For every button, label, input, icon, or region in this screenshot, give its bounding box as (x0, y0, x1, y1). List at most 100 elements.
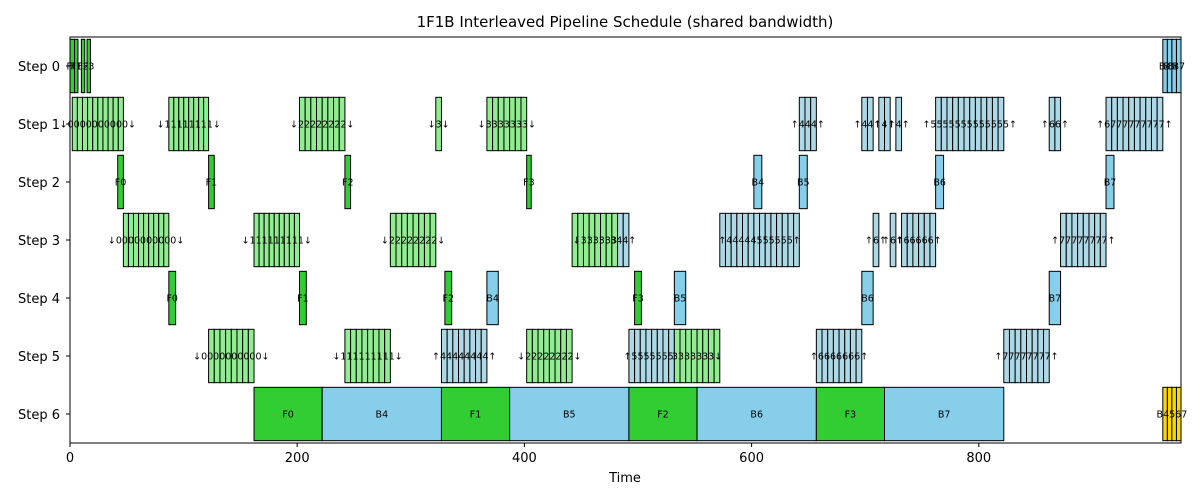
task-label: F3 (632, 294, 644, 305)
task-label: F3 (83, 62, 95, 73)
task-label: ↓22222222↓ (517, 352, 581, 363)
task-label: ↓0000000000↓ (108, 236, 184, 247)
task-forward-54: F0 (253, 386, 323, 442)
task-backward-27: B7 (1104, 154, 1116, 210)
task-label: ↑44444444↑ (432, 352, 496, 363)
task-label: F3 (845, 410, 857, 421)
task-label: B4 (1159, 62, 1172, 73)
task-bar (1043, 328, 1050, 384)
task-bar (1105, 154, 1115, 210)
task-bar (884, 96, 891, 152)
task-label: F2 (443, 294, 455, 305)
task-label: F1 (206, 178, 218, 189)
task-label: F1 (70, 62, 82, 73)
task-label: ↓22222222↓ (381, 236, 445, 247)
task-label: ↓3↓ (428, 120, 450, 131)
task-forward-1: F1 (70, 38, 82, 94)
task-label: ↑6↑ (882, 236, 904, 247)
task-label: B6 (933, 178, 946, 189)
task-label: B5 (797, 178, 810, 189)
task-label: F2 (77, 62, 89, 73)
task-label: B7 (1049, 294, 1062, 305)
task-bar (753, 154, 763, 210)
task-backward-26: B6 (933, 154, 946, 210)
task-bar (168, 270, 177, 326)
task-label: B7 (938, 410, 951, 421)
task-label: ↑44444555555↑ (718, 236, 800, 247)
task-bar (634, 270, 642, 326)
task-label: B5 (563, 410, 576, 421)
task-send_backward-35: ↑6↑ (882, 212, 904, 268)
task-send_backward-36: ↑66666↑ (896, 212, 942, 268)
y-tick-label: Step 5 (18, 350, 60, 365)
task-bar (344, 154, 352, 210)
task-bar (526, 154, 532, 210)
task-send_forward-28: ↓0000000000↓ (108, 212, 184, 268)
task-bar (929, 212, 937, 268)
task-send_backward-48: ↑44444444↑ (432, 328, 496, 384)
task-label: ↑77777777↑ (1051, 236, 1115, 247)
task-label: B4 (376, 410, 389, 421)
task-send_forward-51: 3333333↓ (672, 328, 722, 384)
task-forward-21: F1 (206, 154, 218, 210)
task-send_backward-32: 344↑ (610, 212, 636, 268)
task-label: ↑5555555555555↑ (922, 120, 1017, 131)
y-tick-label: Step 3 (18, 234, 60, 249)
task-send_backward-34: ↑6↑ (865, 212, 887, 268)
task-bar (509, 386, 630, 442)
task-bar (444, 270, 453, 326)
task-send_backward-16: ↑4↑ (888, 96, 910, 152)
task-bar (298, 270, 307, 326)
task-forward-38: F0 (166, 270, 178, 326)
task-bar (696, 386, 817, 442)
task-send_backward-17: ↑5555555555555↑ (922, 96, 1017, 152)
x-axis-label: Time (608, 471, 641, 486)
task-backward-55: B4 (321, 386, 442, 442)
task-bar (855, 328, 863, 384)
task-forward-39: F1 (297, 270, 309, 326)
task-bar (74, 38, 79, 94)
task-send_forward-49: ↓22222222↓ (517, 328, 582, 384)
task-label: B6 (750, 410, 763, 421)
y-tick-label: Step 4 (18, 292, 60, 307)
task-backward-43: B5 (674, 270, 686, 326)
task-label: B7 (1172, 62, 1185, 73)
task-label: B5 (1163, 62, 1176, 73)
task-bar (203, 96, 210, 152)
task-bar (895, 96, 903, 152)
task-forward-40: F2 (443, 270, 455, 326)
task-backward-24: B4 (752, 154, 765, 210)
task-send_backward-14: ↑44↑ (853, 96, 881, 152)
task-send_forward-10: ↓22222222↓ (290, 96, 354, 152)
task-send_forward-30: ↓22222222↓ (381, 212, 445, 268)
task-backward-45: B7 (1049, 270, 1062, 326)
task-label: ↓333333 (573, 236, 617, 247)
y-tick-label: Step 0 (18, 60, 60, 75)
task-bar (117, 154, 124, 210)
task-label: B4 (752, 178, 765, 189)
task-send_backward-52: ↑6666666↑ (810, 328, 868, 384)
task-forward-56: F1 (440, 386, 511, 442)
task-bar (866, 96, 874, 152)
x-tick-label: 0 (66, 451, 74, 466)
task-bar (429, 212, 437, 268)
task-label: ↓22222222↓ (290, 120, 354, 131)
task-label: ↑6777777777↑ (1096, 120, 1172, 131)
task-label: B6 (1168, 62, 1181, 73)
task-label: ↑444↑ (791, 120, 825, 131)
task-bar (861, 270, 874, 326)
task-bar (565, 328, 573, 384)
task-label: ↑6↑ (865, 236, 887, 247)
task-bar (622, 212, 630, 268)
task-backward-44: B6 (861, 270, 874, 326)
task-bar (293, 212, 300, 268)
task-send_backward-33: ↑44444555555↑ (718, 212, 801, 268)
task-label: ↓0000000000↓ (60, 120, 136, 131)
task-label: F0 (166, 294, 178, 305)
task-bar (935, 154, 945, 210)
task-label: B6 (861, 294, 874, 305)
task-bar (117, 96, 124, 152)
task-label: ↑4↑ (874, 120, 896, 131)
task-send_backward-18: ↑66↑ (1041, 96, 1069, 152)
task-label: F0 (282, 410, 294, 421)
